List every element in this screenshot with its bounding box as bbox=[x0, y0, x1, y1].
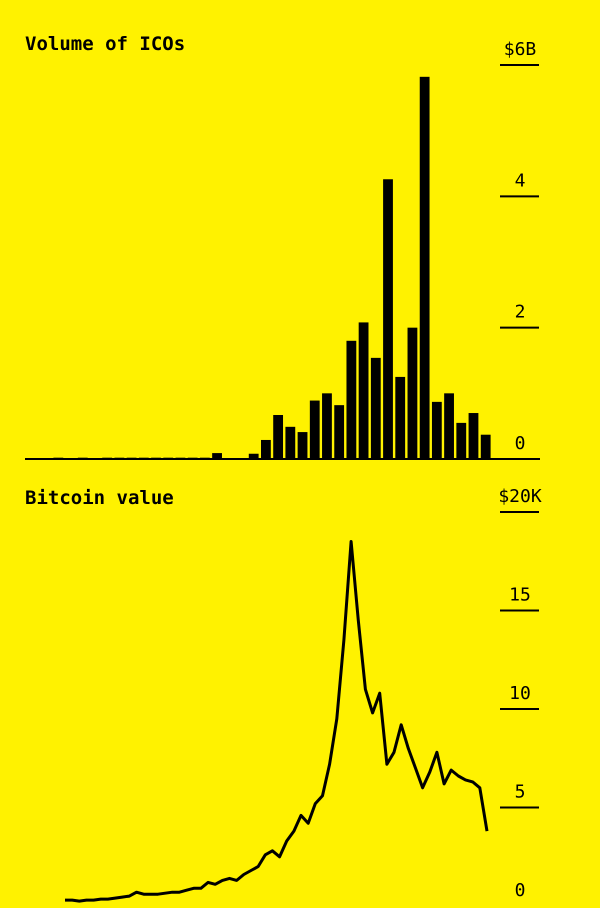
bar bbox=[212, 453, 222, 459]
bar bbox=[309, 400, 320, 459]
bar bbox=[248, 453, 259, 459]
bar bbox=[346, 340, 357, 459]
bar bbox=[175, 457, 186, 459]
y-tick-label: $6B bbox=[504, 39, 537, 60]
bar bbox=[236, 458, 247, 459]
bar bbox=[370, 357, 381, 459]
bar bbox=[395, 376, 406, 459]
bar bbox=[187, 457, 198, 459]
bar bbox=[285, 426, 296, 459]
bar bbox=[163, 457, 174, 459]
y-tick-label: 4 bbox=[515, 170, 526, 191]
line bbox=[65, 540, 489, 903]
bar bbox=[358, 322, 369, 459]
bar bbox=[407, 327, 418, 459]
bar bbox=[114, 457, 125, 459]
bar bbox=[297, 432, 308, 459]
bar bbox=[261, 439, 271, 459]
bar bbox=[126, 457, 137, 459]
bar bbox=[102, 457, 113, 459]
bar bbox=[77, 457, 88, 459]
y-tick-label: 2 bbox=[515, 302, 526, 323]
y-tick-label: 10 bbox=[509, 683, 531, 704]
bar bbox=[383, 179, 393, 459]
y-tick-label: $20K bbox=[498, 486, 542, 507]
bar bbox=[334, 405, 345, 459]
bar bbox=[224, 458, 235, 459]
bar bbox=[273, 415, 284, 459]
bar bbox=[322, 393, 332, 459]
bar bbox=[456, 422, 467, 459]
y-tick-label: 0 bbox=[515, 880, 526, 901]
chart-title: Volume of ICOs bbox=[25, 33, 185, 55]
chart-title: Bitcoin value bbox=[25, 487, 174, 509]
bar bbox=[468, 413, 479, 459]
y-tick-label: 5 bbox=[515, 782, 526, 803]
bar bbox=[419, 76, 430, 459]
bar bbox=[53, 457, 64, 459]
bar bbox=[480, 434, 491, 459]
bar bbox=[151, 457, 161, 459]
y-tick-label: 0 bbox=[515, 433, 526, 454]
bar bbox=[138, 457, 149, 459]
y-tick-label: 15 bbox=[509, 585, 531, 606]
bar bbox=[444, 393, 454, 459]
bar bbox=[431, 401, 442, 459]
bar bbox=[199, 457, 210, 459]
